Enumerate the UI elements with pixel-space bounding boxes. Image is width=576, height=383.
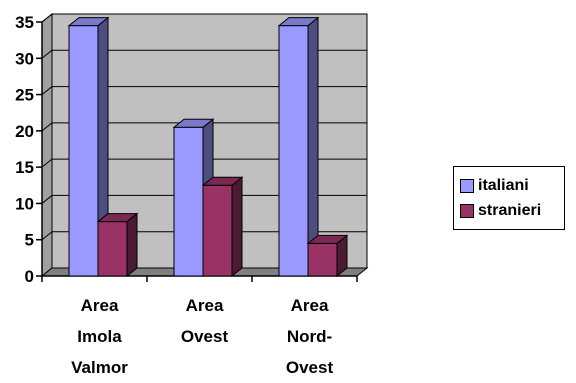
bar-top (172, 118, 215, 128)
legend-swatch-italiani (460, 179, 474, 193)
legend: italiani stranieri (453, 166, 565, 230)
bar-side (231, 176, 243, 278)
bar-front (278, 25, 309, 277)
gridline-25 (41, 86, 367, 95)
x-category-label-0-1: Imola (77, 327, 122, 346)
bar-italiani-2 (277, 16, 320, 278)
y-tick-labels: 0 5 10 15 20 25 30 35 (15, 13, 34, 286)
bar-front (97, 221, 128, 277)
gridline-10 (41, 194, 367, 204)
y-tick-label-5: 5 (25, 231, 34, 250)
y-tick-label-0: 0 (25, 267, 34, 286)
legend-swatch-stranieri (460, 204, 474, 218)
x-category-label-1-0: Area (186, 296, 224, 315)
bar-top (96, 213, 139, 223)
bar-top (277, 17, 320, 27)
bar-italiani-0 (67, 16, 110, 278)
y-tick-label-35: 35 (15, 13, 34, 32)
y-tick-label-10: 10 (15, 194, 34, 213)
gridline-30 (41, 49, 367, 59)
bar-side (126, 212, 138, 278)
legend-label-stranieri: stranieri (478, 202, 542, 219)
bars (67, 16, 349, 278)
bar-top (201, 176, 244, 186)
bar-front (202, 184, 233, 277)
gridline-35 (41, 13, 367, 23)
y-tick-label-30: 30 (15, 49, 34, 68)
x-category-label-0-2: Valmor (71, 358, 128, 377)
x-category-labels: Area Imola Valmor Area Ovest Area Nord- Ovest (71, 296, 333, 377)
legend-item-stranieri: stranieri (460, 201, 541, 221)
x-category-label-0-0: Area (81, 296, 119, 315)
gridlines (41, 13, 367, 241)
bar-front (173, 126, 204, 277)
bar-stranieri-2 (306, 234, 349, 278)
bar-top (306, 234, 349, 244)
gridline-15 (41, 158, 367, 168)
bar-top (67, 17, 110, 27)
bar-front (307, 242, 338, 277)
gridline-20 (41, 122, 367, 132)
bar-stranieri-0 (96, 212, 139, 278)
y-tick-label-20: 20 (15, 122, 34, 141)
y-tick-label-25: 25 (15, 86, 34, 105)
bar-stranieri-1 (201, 176, 244, 278)
legend-label-italiani: italiani (478, 177, 529, 194)
x-category-label-1-1: Ovest (181, 327, 229, 346)
x-category-label-2-1: Nord- (287, 327, 332, 346)
bar-front (68, 25, 99, 277)
gridline-5 (41, 231, 367, 241)
x-category-label-2-2: Ovest (286, 358, 334, 377)
y-tick-label-15: 15 (15, 158, 34, 177)
x-category-label-2-0: Area (291, 296, 329, 315)
side-wall (41, 12, 53, 278)
legend-item-italiani: italiani (460, 176, 529, 196)
